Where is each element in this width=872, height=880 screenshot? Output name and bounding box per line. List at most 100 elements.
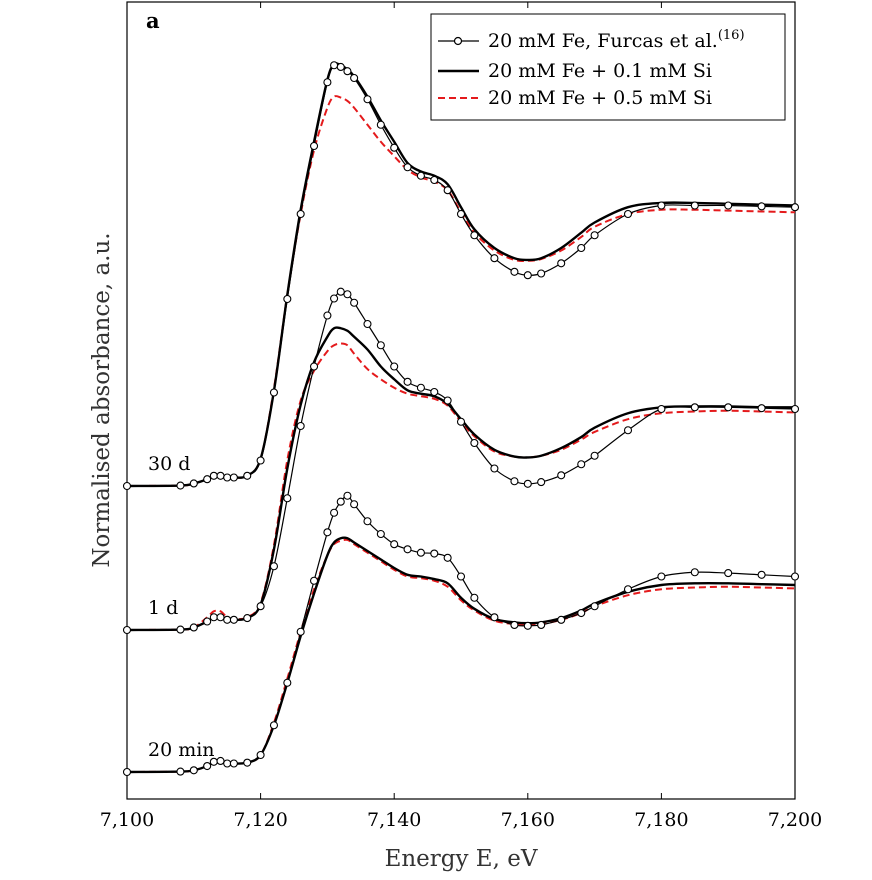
- data-point-marker: [229, 759, 238, 768]
- data-point-marker: [537, 620, 546, 630]
- data-point-marker: [296, 627, 305, 636]
- data-point-marker: [203, 617, 212, 626]
- data-point-marker: [336, 62, 345, 71]
- data-point-marker: [416, 171, 425, 180]
- data-point-marker: [309, 141, 319, 151]
- data-point-marker: [176, 767, 185, 776]
- data-point-marker: [690, 201, 699, 210]
- legend: 20 mM Fe, Furcas et al.(16) 20 mM Fe + 0…: [430, 13, 786, 121]
- data-point-marker: [590, 602, 599, 611]
- data-point-marker: [557, 259, 566, 268]
- data-point-marker: [757, 202, 766, 211]
- data-point-marker: [790, 203, 800, 212]
- data-point-marker: [757, 404, 766, 413]
- data-point-marker: [283, 678, 292, 687]
- data-point-marker: [430, 175, 439, 185]
- data-point-marker: [657, 572, 666, 581]
- data-point-marker: [790, 572, 800, 581]
- plot-frame: [126, 1, 796, 800]
- legend-marker-reference: [453, 36, 463, 46]
- data-point-marker: [229, 473, 238, 482]
- data-point-marker: [203, 761, 212, 771]
- data-point-marker: [243, 614, 252, 623]
- data-point-marker: [523, 479, 532, 488]
- data-point-marker: [343, 67, 352, 76]
- data-point-marker: [590, 231, 599, 240]
- group-label: 20 min: [148, 739, 215, 761]
- x-tick-label: 7,200: [768, 809, 822, 831]
- data-point-marker: [724, 403, 733, 412]
- data-point-marker: [256, 602, 265, 611]
- data-point-marker: [209, 471, 218, 480]
- data-point-marker: [557, 471, 566, 480]
- data-point-marker: [256, 456, 265, 465]
- data-point-marker: [523, 621, 532, 630]
- data-point-marker: [336, 287, 345, 296]
- data-point-marker: [390, 143, 399, 152]
- data-point-marker: [690, 568, 699, 577]
- panel-label: a: [146, 8, 160, 33]
- data-point-marker: [343, 491, 352, 500]
- data-point-marker: [456, 209, 466, 219]
- x-axis-ticks: 7,100 7,120 7,140 7,160 7,180 7,200: [100, 2, 822, 831]
- group-label: 1 d: [148, 597, 178, 619]
- data-point-marker: [309, 362, 319, 371]
- data-point-marker: [376, 341, 385, 350]
- data-point-marker: [330, 294, 339, 303]
- data-point-marker: [443, 553, 452, 562]
- data-point-marker: [216, 471, 225, 480]
- data-point-marker: [443, 396, 452, 405]
- data-point-marker: [657, 201, 666, 210]
- data-point-marker: [189, 766, 198, 775]
- data-point-marker: [176, 481, 185, 490]
- data-point-marker: [122, 481, 132, 491]
- data-point-marker: [309, 576, 319, 585]
- y-axis-title: Normalised absorbance, a.u.: [89, 232, 115, 567]
- x-tick-label: 7,180: [634, 809, 688, 831]
- data-point-marker: [623, 426, 633, 435]
- data-point-marker: [223, 759, 232, 768]
- data-point-marker: [376, 120, 385, 129]
- legend-label-0-1-si: 20 mM Fe + 0.1 mM Si: [488, 60, 712, 82]
- data-point-marker: [470, 593, 479, 602]
- data-point-marker: [269, 388, 279, 397]
- data-point-marker: [189, 479, 198, 488]
- legend-box: [430, 13, 786, 121]
- data-point-marker: [296, 209, 305, 219]
- data-point-marker: [216, 613, 225, 622]
- legend-label-reference: 20 mM Fe, Furcas et al.(16): [488, 28, 745, 52]
- data-point-marker: [223, 473, 232, 482]
- data-point-marker: [343, 290, 352, 299]
- data-point-marker: [443, 186, 452, 195]
- data-point-marker: [323, 78, 332, 87]
- group-labels-layer: 20 min 1 d 30 d: [148, 453, 215, 761]
- data-point-marker: [430, 549, 439, 558]
- data-point-marker: [623, 209, 633, 219]
- series-line-30-d-2: [126, 95, 796, 487]
- data-point-marker: [376, 529, 385, 539]
- data-point-marker: [336, 497, 345, 506]
- data-point-marker: [243, 758, 252, 767]
- data-point-marker: [577, 460, 586, 469]
- data-point-marker: [724, 569, 733, 578]
- data-point-marker: [523, 271, 532, 280]
- data-point-marker: [350, 500, 359, 509]
- data-point-marker: [176, 625, 185, 634]
- data-point-marker: [283, 494, 292, 503]
- data-point-marker: [470, 438, 479, 448]
- data-point-marker: [510, 620, 519, 630]
- data-point-marker: [470, 231, 479, 240]
- data-point-marker: [269, 721, 279, 730]
- data-point-marker: [416, 548, 425, 557]
- data-point-marker: [790, 404, 800, 414]
- data-point-marker: [537, 478, 546, 487]
- data-point-marker: [490, 613, 499, 622]
- data-point-marker: [577, 243, 586, 253]
- legend-label-0-5-si: 20 mM Fe + 0.5 mM Si: [488, 87, 712, 109]
- data-point-marker: [416, 383, 425, 392]
- data-point-marker: [456, 572, 466, 581]
- data-point-marker: [122, 625, 132, 635]
- data-point-marker: [243, 471, 252, 480]
- data-point-marker: [363, 95, 372, 104]
- data-point-marker: [189, 623, 198, 632]
